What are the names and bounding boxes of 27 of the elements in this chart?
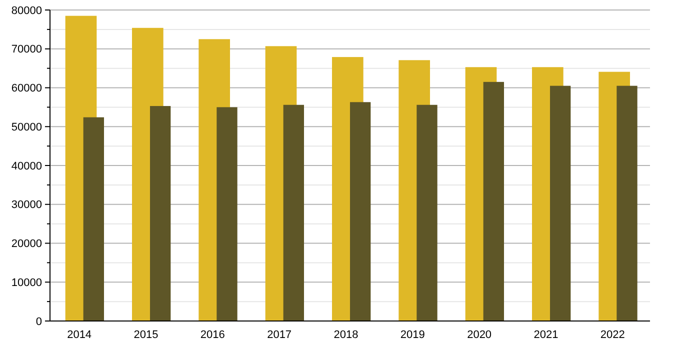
x-tick-label: 2022 bbox=[600, 329, 625, 341]
x-tick-label: 2020 bbox=[467, 329, 492, 341]
bar bbox=[150, 106, 171, 321]
bar bbox=[216, 107, 238, 321]
bar bbox=[550, 86, 571, 321]
x-tick-label: 2019 bbox=[400, 329, 425, 341]
y-tick-label: 0 bbox=[36, 316, 42, 328]
y-tick-label: 70000 bbox=[11, 44, 42, 56]
x-tick-label: 2021 bbox=[534, 329, 558, 341]
y-tick-label: 20000 bbox=[11, 238, 42, 250]
bar bbox=[83, 117, 104, 321]
y-tick-label: 30000 bbox=[11, 199, 42, 212]
y-tick-label: 40000 bbox=[11, 160, 42, 172]
y-tick-label: 10000 bbox=[11, 276, 42, 289]
bar bbox=[350, 102, 371, 321]
bar bbox=[616, 86, 638, 321]
y-tick-label: 60000 bbox=[11, 82, 42, 95]
bar bbox=[416, 104, 438, 321]
x-tick-label: 2014 bbox=[67, 329, 92, 341]
bar bbox=[483, 82, 504, 321]
x-tick-label: 2018 bbox=[334, 329, 358, 341]
bar bbox=[283, 104, 304, 321]
x-tick-label: 2017 bbox=[267, 329, 292, 341]
x-tick-label: 2016 bbox=[200, 329, 225, 341]
y-tick-label: 50000 bbox=[11, 121, 42, 134]
x-tick-label: 2015 bbox=[134, 329, 158, 341]
y-tick-label: 80000 bbox=[11, 4, 42, 17]
